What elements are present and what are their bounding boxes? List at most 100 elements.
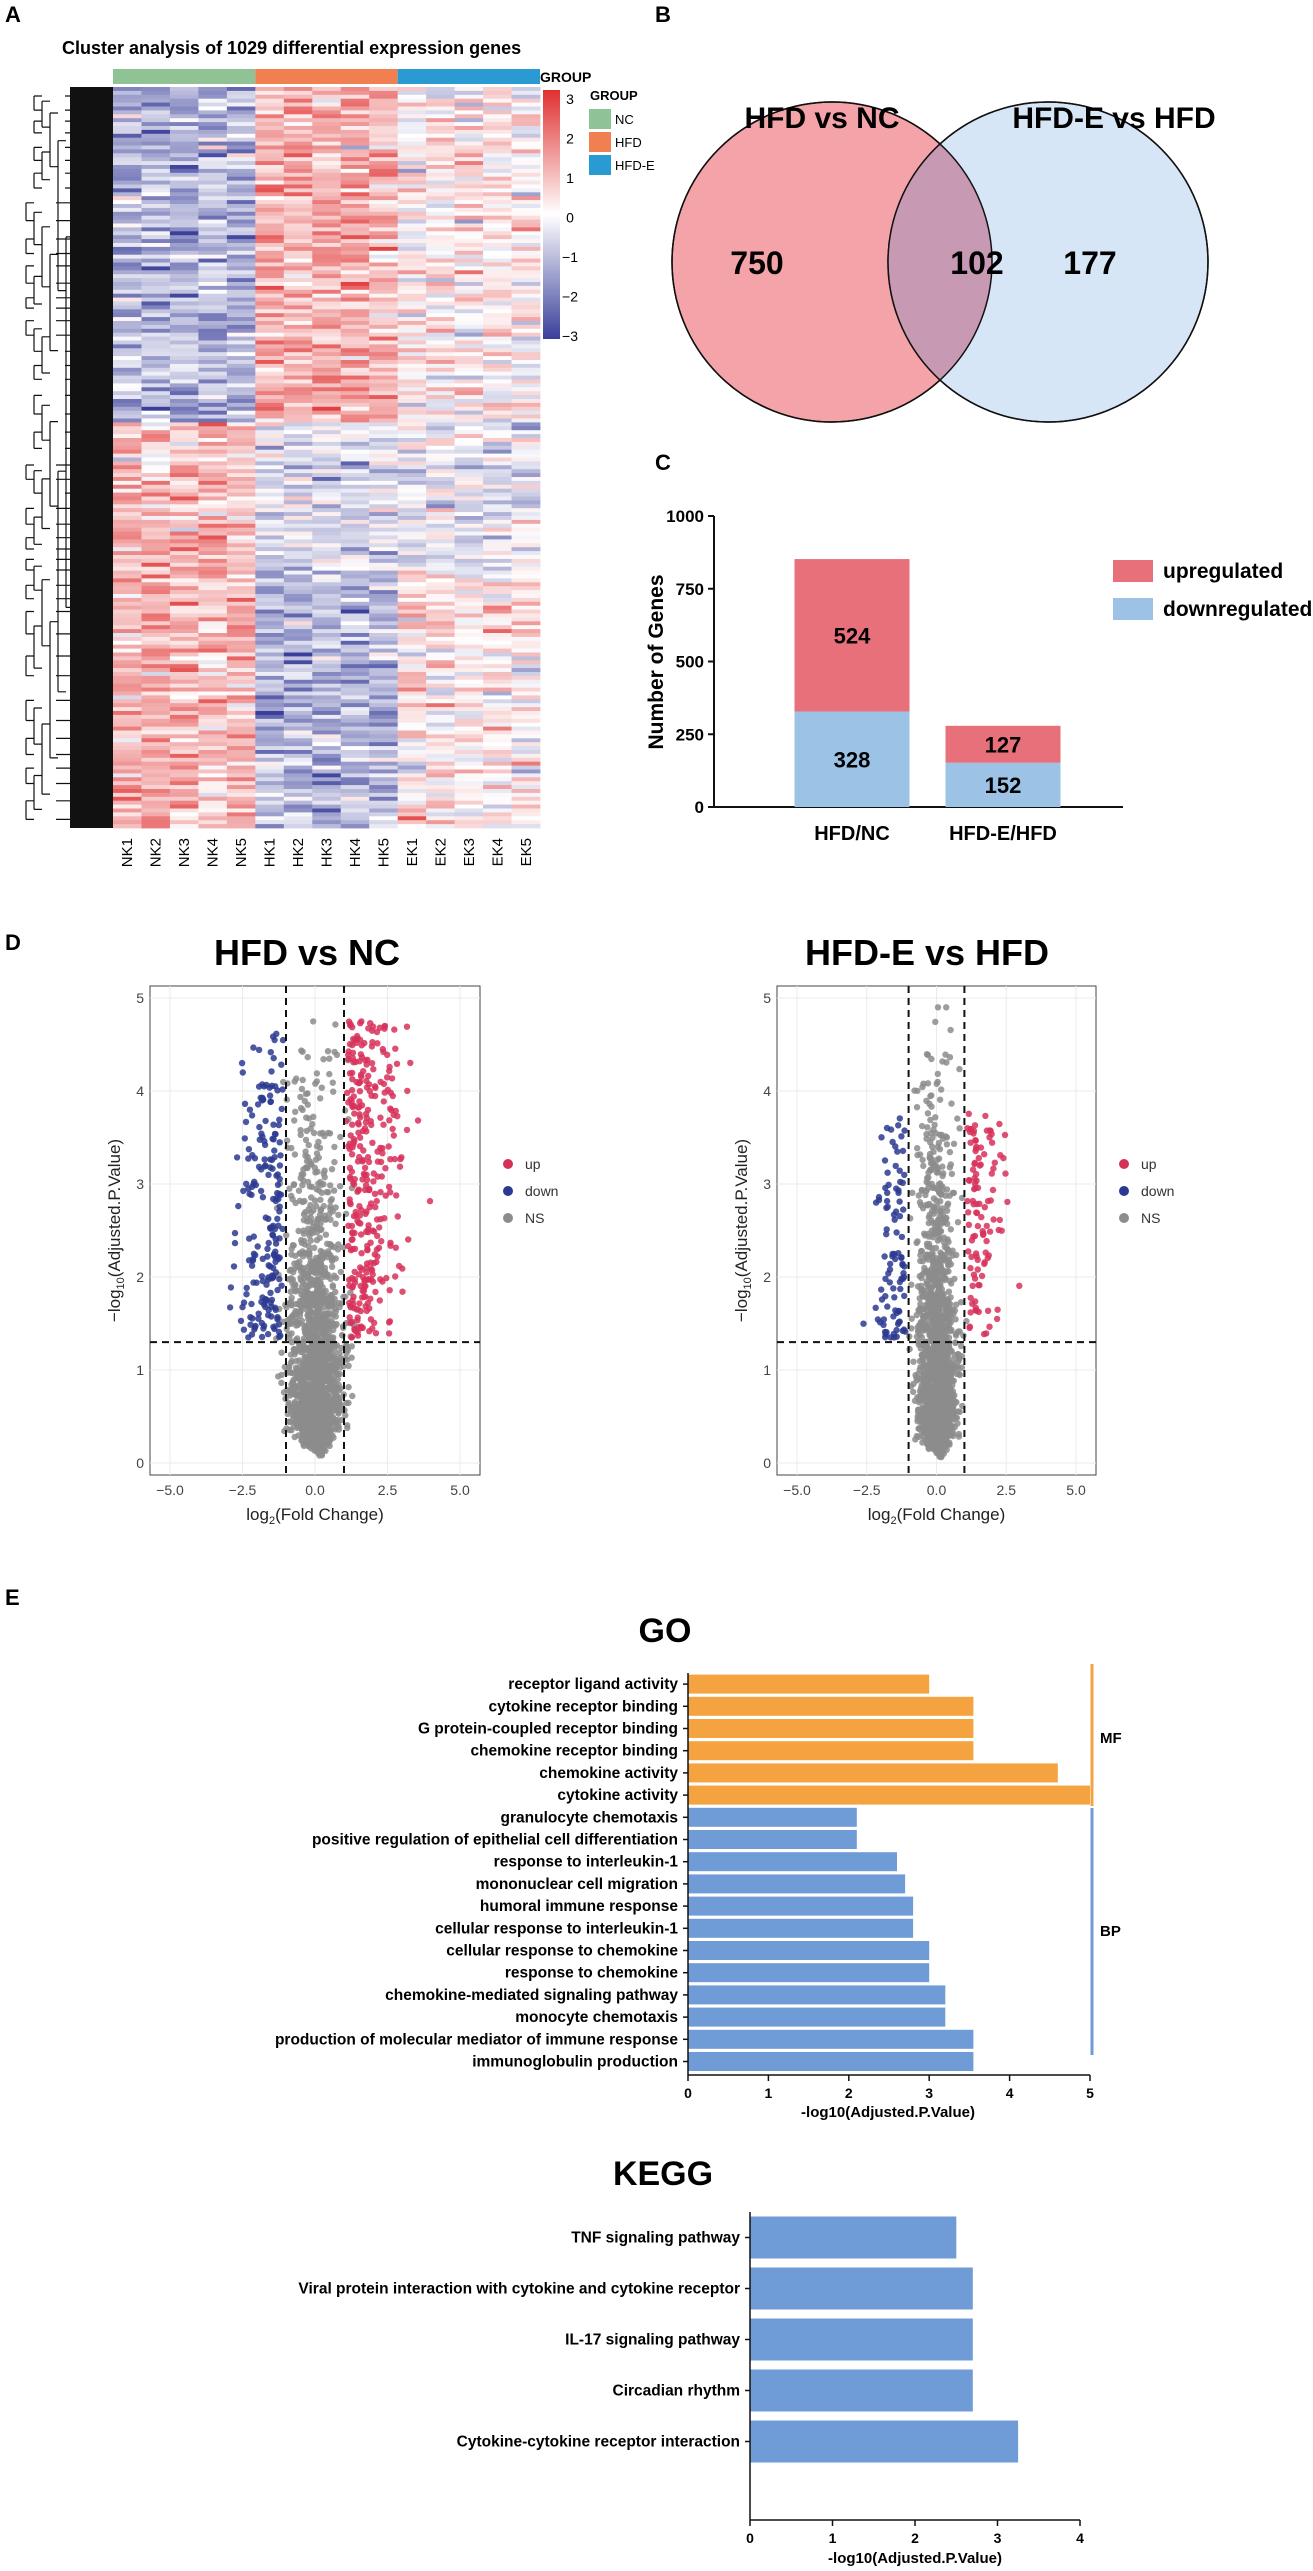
heatmap-cell (369, 168, 399, 174)
heatmap-cell (255, 492, 285, 497)
heatmap-cell (198, 804, 228, 809)
heatmap-cell (113, 539, 142, 544)
heatmap-cell (255, 488, 285, 493)
heatmap-cell (340, 422, 370, 427)
heatmap-cell (511, 243, 541, 248)
heatmap-cell (226, 321, 256, 326)
volcano-point-ns (294, 1368, 301, 1375)
heatmap-cell (397, 98, 427, 103)
heatmap-cell (511, 176, 541, 181)
heatmap-cell (454, 395, 484, 400)
heatmap-cell (426, 395, 455, 400)
volcano-point-ns (298, 1047, 305, 1054)
heatmap-cell (483, 211, 512, 217)
heatmap-cell (255, 457, 285, 462)
panel-label-e: E (5, 1585, 20, 1610)
heatmap-cell (340, 110, 370, 115)
volcano-point-up (378, 1238, 385, 1245)
heatmap-cell (340, 157, 370, 162)
heatmap-cell (169, 691, 199, 696)
heatmap-cell (283, 519, 313, 525)
heatmap-cell (397, 340, 427, 345)
heatmap-cell (340, 625, 370, 630)
heatmap-cell (483, 605, 512, 610)
heatmap-cell (255, 644, 285, 649)
heatmap-cell (454, 402, 484, 408)
heatmap-cell (198, 387, 228, 392)
heatmap-cell (113, 176, 142, 181)
heatmap-cell (169, 137, 199, 142)
heatmap-cell (226, 781, 256, 786)
volcano-point-up (345, 1018, 353, 1025)
heatmap-cell (283, 293, 313, 298)
heatmap-cell (169, 418, 199, 423)
heatmap-cell (113, 266, 142, 271)
heatmap-cell (369, 800, 399, 805)
heatmap-cell (198, 340, 228, 345)
heatmap-cell (340, 469, 370, 474)
heatmap-cell (198, 679, 228, 685)
heatmap-cell (426, 613, 455, 618)
heatmap-cell (511, 777, 541, 782)
heatmap-cell (369, 406, 399, 412)
volcano-point-down (237, 1317, 245, 1325)
volcano-point-down (249, 1257, 257, 1264)
heatmap-cell (113, 730, 142, 735)
heatmap-cell (340, 254, 370, 259)
heatmap-cell (283, 200, 313, 205)
volcano-point-ns (337, 1133, 344, 1141)
heatmap-cell (369, 543, 399, 548)
heatmap-cell (255, 282, 285, 287)
volcano-point-down (278, 1282, 285, 1289)
heatmap-cell (511, 340, 541, 345)
heatmap-cell (198, 211, 228, 217)
heatmap-cell (113, 804, 142, 809)
heatmap-cell (454, 356, 484, 361)
heatmap-cell (454, 516, 484, 521)
heatmap-cell (312, 204, 342, 209)
heatmap-cell (141, 161, 171, 166)
heatmap-cell (255, 126, 285, 131)
heatmap-cell (113, 617, 142, 622)
heatmap-cell (141, 746, 171, 751)
heatmap-cell (226, 633, 256, 638)
heatmap-cell (397, 184, 427, 189)
heatmap-cell (169, 812, 199, 817)
volcano-point-ns (317, 1319, 324, 1326)
heatmap-cell (369, 777, 399, 782)
volcano-point-down (256, 1123, 263, 1131)
heatmap-cell (340, 114, 370, 119)
heatmap-cell (397, 687, 427, 692)
heatmap-cell (454, 492, 484, 497)
heatmap-cell (397, 188, 427, 193)
heatmap-cell (283, 309, 313, 314)
heatmap-cell (198, 426, 228, 431)
heatmap-cell (283, 621, 313, 626)
heatmap-cell (426, 640, 455, 646)
volcano-point-up (399, 1288, 406, 1295)
heatmap-cell (255, 535, 285, 540)
volcano-point-up (358, 1102, 366, 1109)
heatmap-cell (283, 87, 313, 92)
heatmap-cell (283, 235, 313, 240)
heatmap-cell (454, 219, 484, 224)
heatmap-cell (511, 422, 541, 427)
heatmap-cell (483, 141, 512, 146)
heatmap-cell (397, 578, 427, 583)
heatmap-cell (169, 243, 199, 248)
volcano-point-ns (327, 1216, 334, 1223)
volcano-point-ns (318, 1378, 325, 1385)
heatmap-cell (226, 816, 256, 821)
heatmap-cell (483, 137, 512, 142)
heatmap-cell (198, 617, 228, 622)
heatmap-cell (426, 679, 455, 685)
heatmap-cell (312, 278, 342, 283)
heatmap-cell (169, 426, 199, 431)
heatmap-cell (283, 371, 313, 376)
heatmap-cell (283, 722, 313, 727)
heatmap-cell (483, 375, 512, 380)
heatmap-cell (255, 110, 285, 115)
heatmap-cell (198, 274, 228, 279)
heatmap-cell (198, 266, 228, 271)
heatmap-cell (141, 395, 171, 400)
